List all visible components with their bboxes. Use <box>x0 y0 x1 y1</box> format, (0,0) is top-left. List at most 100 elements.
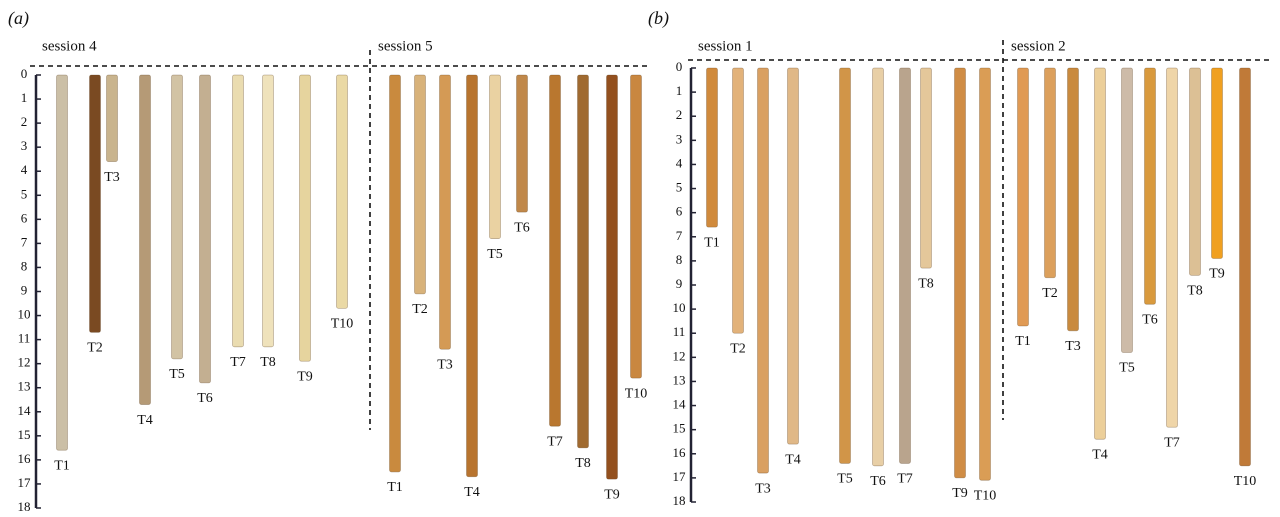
stick <box>1167 68 1178 427</box>
stick-label: T3 <box>755 481 771 496</box>
ruler-label: 6 <box>676 204 683 219</box>
ruler-label: 2 <box>21 114 28 129</box>
stick-label: T2 <box>87 341 103 356</box>
stick-label: T6 <box>514 220 530 235</box>
stick <box>390 75 401 472</box>
ruler-label: 18 <box>673 493 686 508</box>
stick-label: T4 <box>464 485 480 500</box>
ruler-label: 10 <box>18 307 31 322</box>
stick-label: T8 <box>918 276 934 291</box>
ruler-label: 9 <box>676 276 683 291</box>
panel-label: (b) <box>648 8 669 29</box>
stick-label: T6 <box>197 391 213 406</box>
stick-label: T10 <box>625 386 648 401</box>
stick <box>517 75 528 212</box>
stick-label: T1 <box>387 480 403 495</box>
stick-label: T8 <box>1187 284 1203 299</box>
ruler-label: 15 <box>18 427 31 442</box>
stick <box>1145 68 1156 304</box>
stick-label: T9 <box>1209 267 1225 282</box>
ruler-label: 5 <box>21 186 28 201</box>
stick <box>1190 68 1201 275</box>
stick <box>490 75 501 239</box>
ruler-label: 7 <box>21 234 28 249</box>
stick-label: T5 <box>837 472 853 487</box>
ruler-label: 1 <box>21 90 28 105</box>
stick <box>337 75 348 308</box>
ruler-label: 0 <box>21 66 28 81</box>
stick-label: T6 <box>1142 313 1158 328</box>
ruler-label: 15 <box>673 421 686 436</box>
stick <box>300 75 311 361</box>
ruler-label: 16 <box>18 451 32 466</box>
ruler-label: 4 <box>21 162 28 177</box>
stick <box>840 68 851 463</box>
stick-label: T5 <box>169 367 185 382</box>
stick <box>1018 68 1029 326</box>
ruler-label: 8 <box>21 258 28 273</box>
ruler-label: 14 <box>673 397 687 412</box>
ruler-label: 14 <box>18 403 32 418</box>
stick <box>631 75 642 378</box>
stick-label: T1 <box>1015 334 1031 349</box>
stick-label: T4 <box>137 413 153 428</box>
ruler-label: 0 <box>676 59 683 74</box>
stick-label: T1 <box>704 235 720 250</box>
stick-label: T7 <box>547 434 563 449</box>
stick-label: T3 <box>1065 339 1081 354</box>
stick-label: T10 <box>1234 474 1257 489</box>
ruler-label: 12 <box>673 348 686 363</box>
stick <box>550 75 561 426</box>
stick-label: T9 <box>297 369 313 384</box>
stick-label: T2 <box>1042 286 1058 301</box>
stick-label: T4 <box>785 452 801 467</box>
stick <box>440 75 451 349</box>
stick-label: T7 <box>897 472 913 487</box>
stick <box>140 75 151 405</box>
stick <box>1045 68 1056 278</box>
stick <box>1240 68 1251 466</box>
ruler-label: 11 <box>673 324 686 339</box>
ruler-label: 5 <box>676 180 683 195</box>
stick-label: T5 <box>487 247 503 262</box>
ruler-label: 8 <box>676 252 683 267</box>
stick <box>955 68 966 478</box>
stick <box>1068 68 1079 331</box>
stick-label: T2 <box>412 302 428 317</box>
session-title: session 5 <box>378 38 433 54</box>
ruler-label: 3 <box>676 131 683 146</box>
stick-label: T9 <box>604 487 620 502</box>
stick <box>607 75 618 479</box>
stick-label: T7 <box>230 355 246 370</box>
stick <box>1095 68 1106 439</box>
stick <box>233 75 244 347</box>
stick <box>1212 68 1223 258</box>
stick-label: T10 <box>331 317 354 332</box>
stick <box>578 75 589 448</box>
stick <box>980 68 991 480</box>
stick-label: T8 <box>575 456 591 471</box>
session-title: session 2 <box>1011 38 1066 54</box>
ruler-label: 16 <box>673 445 687 460</box>
ruler-label: 17 <box>18 475 32 490</box>
ruler-label: 12 <box>18 355 31 370</box>
ruler-label: 13 <box>18 379 31 394</box>
session-title: session 1 <box>698 38 753 54</box>
stick <box>467 75 478 477</box>
stick <box>788 68 799 444</box>
stick-label: T6 <box>870 474 886 489</box>
stick <box>200 75 211 383</box>
ruler-label: 11 <box>18 331 31 346</box>
ruler-label: 17 <box>673 469 687 484</box>
stick <box>921 68 932 268</box>
stick <box>415 75 426 294</box>
ruler-label: 6 <box>21 210 28 225</box>
stick <box>733 68 744 333</box>
stick-label: T3 <box>104 170 120 185</box>
stick-label: T10 <box>974 489 997 504</box>
stick-label: T3 <box>437 357 453 372</box>
figure: (a)0123456789101112131415161718session 4… <box>0 0 1280 517</box>
stick <box>707 68 718 227</box>
stick <box>873 68 884 466</box>
ruler-label: 4 <box>676 155 683 170</box>
